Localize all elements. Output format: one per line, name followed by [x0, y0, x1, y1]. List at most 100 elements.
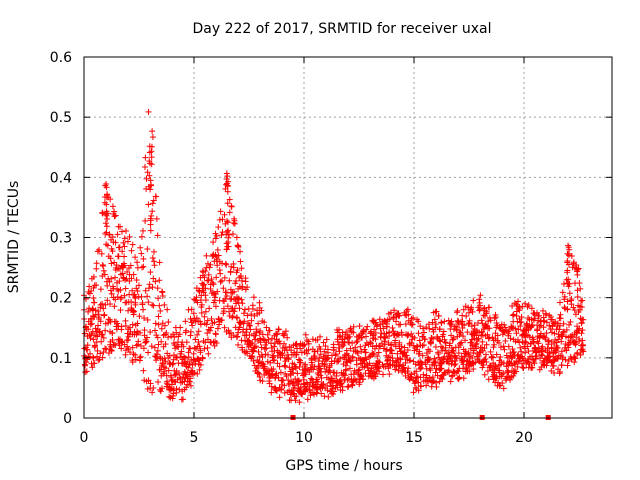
- data-point: [138, 250, 145, 257]
- data-point: [556, 368, 563, 375]
- data-point: [492, 314, 499, 321]
- data-point: [196, 288, 203, 295]
- data-point: [553, 339, 560, 346]
- data-point: [540, 317, 547, 324]
- data-point: [104, 242, 111, 249]
- data-point: [196, 366, 203, 373]
- data-point: [238, 337, 245, 344]
- data-point: [141, 164, 148, 171]
- data-point: [533, 352, 540, 359]
- data-point: [383, 330, 390, 337]
- data-point: [450, 348, 457, 355]
- y-axis-label: SRMTID / TECUs: [6, 181, 22, 294]
- data-point: [144, 334, 151, 341]
- data-point: [550, 362, 557, 369]
- data-point: [229, 231, 236, 238]
- data-point: [193, 315, 200, 322]
- data-point: [135, 338, 142, 345]
- data-point: [473, 340, 480, 347]
- data-point: [347, 325, 354, 332]
- y-tick-label: 0.4: [50, 170, 72, 186]
- data-point: [218, 277, 225, 284]
- data-point: [102, 301, 109, 308]
- data-point: [423, 350, 430, 357]
- data-point: [317, 333, 324, 340]
- data-point: [156, 302, 163, 309]
- data-point: [398, 343, 405, 350]
- data-point: [96, 246, 103, 253]
- data-point: [208, 315, 215, 322]
- data-point: [84, 342, 91, 349]
- data-point: [487, 317, 494, 324]
- data-point: [147, 380, 154, 387]
- data-point: [299, 391, 306, 398]
- data-point: [176, 386, 183, 393]
- data-point: [169, 361, 176, 368]
- data-point: [557, 315, 564, 322]
- data-point: [147, 186, 154, 193]
- x-axis-label: GPS time / hours: [285, 458, 402, 474]
- data-point: [161, 368, 168, 375]
- data-point: [356, 323, 363, 330]
- data-point: [417, 365, 424, 372]
- data-point: [338, 380, 345, 387]
- data-point: [214, 325, 221, 332]
- data-point: [197, 321, 204, 328]
- data-point: [372, 319, 379, 326]
- data-point: [282, 358, 289, 365]
- data-point: [448, 332, 455, 339]
- data-point: [149, 254, 156, 261]
- data-point: [320, 339, 327, 346]
- data-point: [145, 299, 152, 306]
- data-point: [423, 382, 430, 389]
- data-point: [354, 338, 361, 345]
- data-point: [433, 308, 440, 315]
- data-point: [197, 318, 204, 325]
- data-point: [421, 329, 428, 336]
- data-point: [385, 365, 392, 372]
- data-point: [180, 396, 186, 403]
- data-point: [292, 397, 299, 404]
- data-point: [140, 367, 147, 374]
- data-point: [233, 234, 240, 241]
- data-point: [157, 307, 164, 314]
- data-point: [138, 233, 145, 240]
- data-point: [378, 330, 385, 337]
- data-point: [217, 278, 224, 285]
- data-point: [392, 343, 399, 350]
- data-point: [436, 378, 443, 385]
- data-point: [519, 364, 526, 371]
- data-point: [223, 170, 230, 177]
- data-point: [426, 356, 433, 363]
- data-point: [474, 337, 481, 344]
- data-point: [151, 258, 158, 265]
- data-point: [236, 324, 243, 331]
- data-point: [152, 327, 159, 334]
- data-point: [207, 327, 214, 334]
- data-point: [577, 285, 584, 292]
- data-point: [164, 306, 171, 313]
- data-point: [497, 354, 504, 361]
- data-point: [560, 329, 567, 336]
- data-point: [577, 351, 584, 358]
- data-point: [226, 196, 233, 203]
- data-point: [247, 326, 254, 333]
- data-point: [201, 274, 208, 281]
- data-point: [263, 324, 270, 331]
- data-point: [125, 336, 132, 343]
- data-point: [191, 344, 198, 351]
- data-point: [483, 358, 490, 365]
- data-point: [152, 278, 159, 285]
- data-point: [531, 315, 538, 322]
- data-point: [500, 385, 507, 392]
- data-point: [382, 335, 389, 342]
- data-point: [405, 365, 412, 372]
- data-point: [397, 321, 404, 328]
- data-point: [239, 277, 246, 284]
- data-point: [132, 254, 139, 261]
- data-point: [208, 276, 215, 283]
- data-point: [484, 331, 491, 338]
- data-point: [386, 316, 393, 323]
- data-point: [154, 334, 161, 341]
- data-point: [514, 359, 521, 366]
